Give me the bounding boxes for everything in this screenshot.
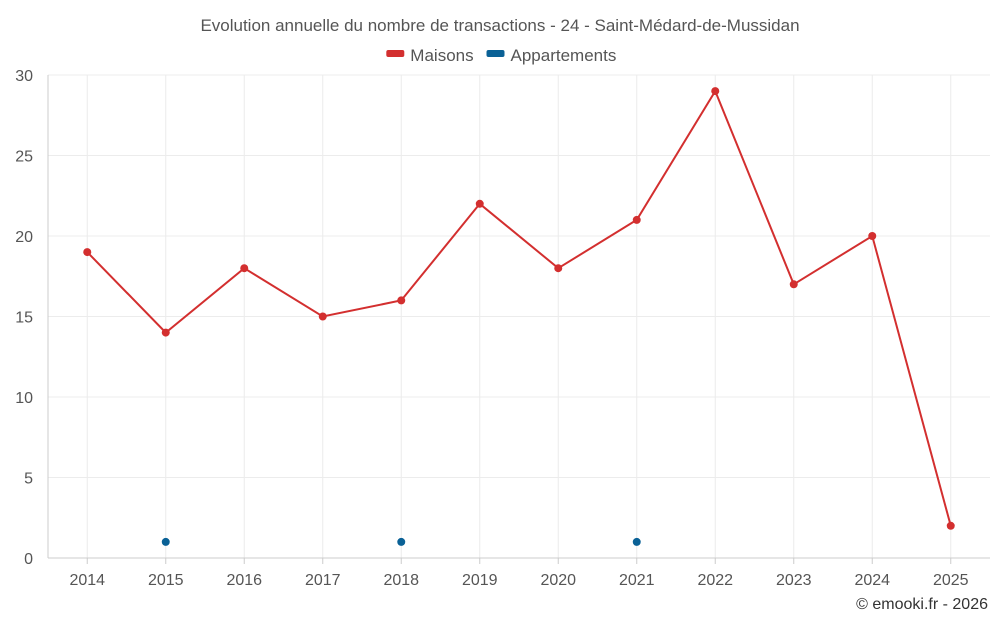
data-point-appartements-2018: [397, 537, 406, 546]
series-line-maisons: [86, 88, 952, 527]
data-point-maisons-2025: [946, 521, 955, 530]
y-tick-label: 30: [15, 68, 33, 85]
y-tick-label: 0: [24, 551, 33, 568]
data-point-appartements-2021: [632, 537, 641, 546]
legend-item-appartements: Appartements: [486, 46, 617, 65]
data-point-maisons-2024: [868, 232, 877, 240]
data-point-maisons-2020: [554, 264, 563, 273]
x-tick-label: 2022: [697, 572, 733, 589]
y-tick-label: 5: [24, 471, 33, 488]
series-maisons: [83, 87, 955, 530]
x-tick-label: 2025: [933, 572, 969, 589]
x-tick-label: 2016: [226, 572, 262, 589]
legend-swatch: [486, 50, 505, 57]
data-point-maisons-2016: [240, 264, 249, 273]
series-appartements: [161, 537, 641, 546]
series-layer: [83, 87, 955, 546]
y-tick-label: 20: [15, 229, 33, 246]
data-point-appartements-2015: [161, 537, 170, 546]
data-point-maisons-2017: [318, 312, 327, 321]
data-point-maisons-2015: [161, 328, 170, 337]
x-tick-label: 2023: [776, 572, 812, 589]
legend: Maisons Appartements: [386, 46, 616, 65]
y-tick-label: 15: [15, 310, 33, 327]
x-tick-label: 2015: [148, 572, 184, 589]
chart-title: Evolution annuelle du nombre de transact…: [200, 16, 799, 35]
legend-item-maisons: Maisons: [386, 46, 474, 65]
credit-text: © emooki.fr - 2026: [856, 596, 988, 613]
legend-label: Maisons: [410, 46, 473, 65]
y-tick-label: 10: [15, 390, 33, 407]
x-tick-label: 2021: [619, 572, 655, 589]
data-point-maisons-2019: [475, 199, 484, 208]
y-tick-label: 25: [15, 149, 33, 166]
x-tick-label: 2018: [383, 572, 419, 589]
data-point-maisons-2022: [711, 87, 720, 96]
x-tick-label: 2019: [462, 572, 498, 589]
data-point-maisons-2018: [397, 296, 406, 305]
data-point-maisons-2014: [83, 248, 92, 257]
legend-swatch: [386, 50, 405, 57]
data-point-maisons-2023: [789, 280, 798, 289]
grid-lines: [48, 74, 990, 558]
x-tick-label: 2024: [854, 572, 890, 589]
data-point-maisons-2021: [632, 215, 641, 224]
x-tick-label: 2017: [305, 572, 341, 589]
x-tick-label: 2014: [69, 572, 105, 589]
legend-label: Appartements: [511, 46, 617, 65]
x-tick-label: 2020: [540, 572, 576, 589]
